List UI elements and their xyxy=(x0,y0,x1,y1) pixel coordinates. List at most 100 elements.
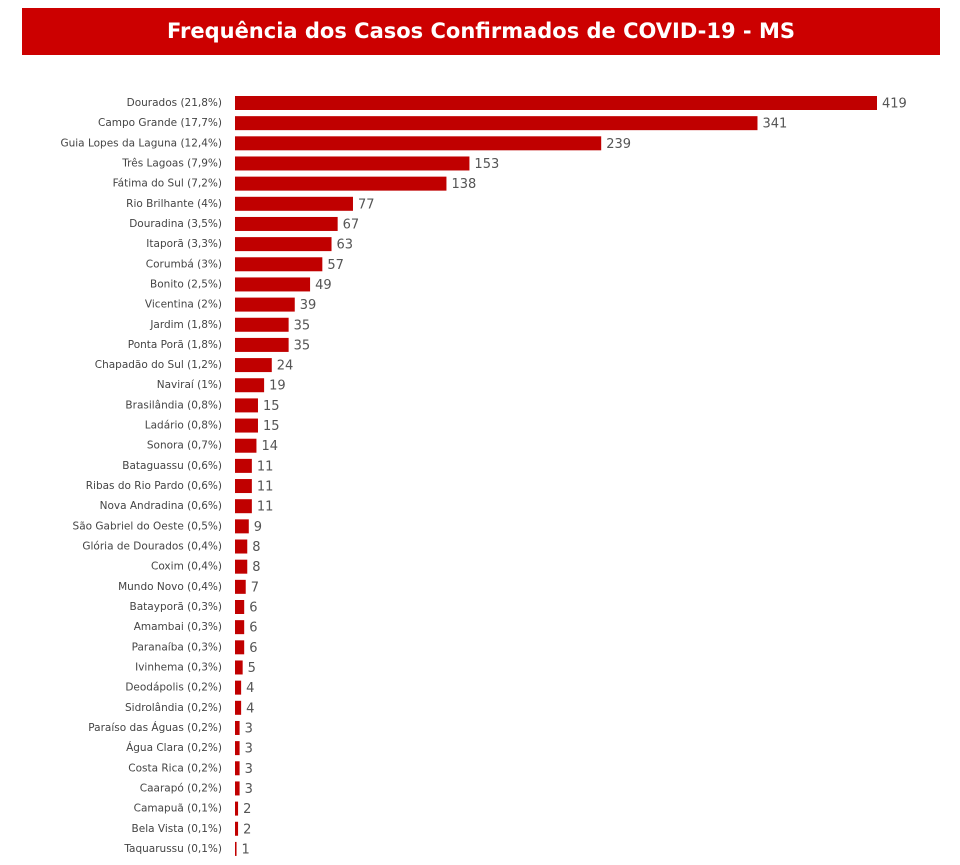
value-label: 9 xyxy=(254,520,262,535)
category-label: Chapadão do Sul (1,2%) xyxy=(95,359,222,371)
category-label: Brasilândia (0,8%) xyxy=(125,399,222,411)
value-label: 2 xyxy=(243,802,251,817)
value-label: 138 xyxy=(451,177,476,192)
value-label: 6 xyxy=(249,601,257,616)
category-label: Douradina (3,5%) xyxy=(129,218,222,230)
bar xyxy=(235,196,353,211)
category-label: Ladário (0,8%) xyxy=(145,420,222,432)
value-label: 6 xyxy=(249,621,257,636)
category-label: Nova Andradina (0,6%) xyxy=(100,500,222,512)
value-label: 15 xyxy=(263,419,280,434)
value-label: 39 xyxy=(300,298,317,313)
bar xyxy=(235,519,249,534)
bar xyxy=(235,700,242,715)
bar xyxy=(235,378,265,393)
value-label: 5 xyxy=(248,661,256,676)
category-label: Coxim (0,4%) xyxy=(151,561,222,573)
value-label: 57 xyxy=(327,258,344,273)
bar xyxy=(235,579,246,594)
category-label: Corumbá (3%) xyxy=(146,258,222,270)
category-label: Bataguassu (0,6%) xyxy=(122,460,222,472)
category-label: Itaporã (3,3%) xyxy=(146,238,222,250)
value-label: 4 xyxy=(246,681,254,696)
category-label: Ivinhema (0,3%) xyxy=(135,661,222,673)
value-label: 3 xyxy=(245,782,253,797)
value-label: 153 xyxy=(474,157,499,172)
bar xyxy=(235,136,602,151)
bar xyxy=(235,741,240,756)
category-label: Rio Brilhante (4%) xyxy=(126,198,222,210)
value-label: 419 xyxy=(882,97,907,112)
bar xyxy=(235,620,245,635)
bar xyxy=(235,156,470,171)
category-label: Água Clara (0,2%) xyxy=(126,741,222,754)
category-label: Caarapó (0,2%) xyxy=(140,782,222,794)
bar xyxy=(235,438,257,453)
value-label: 14 xyxy=(261,439,278,454)
value-label: 3 xyxy=(245,762,253,777)
category-label: Fátima do Sul (7,2%) xyxy=(113,178,222,190)
category-label: Campo Grande (17,7%) xyxy=(98,117,222,129)
category-label: Três Lagoas (7,9%) xyxy=(121,157,222,169)
bar xyxy=(235,317,289,332)
value-label: 15 xyxy=(263,399,280,414)
bar xyxy=(235,337,289,352)
bar xyxy=(235,841,237,856)
bar xyxy=(235,539,248,554)
category-label: Costa Rica (0,2%) xyxy=(128,762,222,774)
bar xyxy=(235,720,240,735)
bar xyxy=(235,640,245,655)
value-label: 11 xyxy=(257,480,274,495)
category-label: São Gabriel do Oeste (0,5%) xyxy=(73,520,222,532)
category-label: Mundo Novo (0,4%) xyxy=(118,581,222,593)
chart-title: Frequência dos Casos Confirmados de COVI… xyxy=(167,19,795,43)
category-label: Taquarussu (0,1%) xyxy=(123,843,222,855)
bar xyxy=(235,761,240,776)
value-label: 3 xyxy=(245,721,253,736)
category-label: Naviraí (1%) xyxy=(157,379,222,391)
bar xyxy=(235,398,258,413)
bar xyxy=(235,237,332,252)
title-banner xyxy=(22,8,940,55)
bar xyxy=(235,176,447,191)
bar xyxy=(235,821,239,836)
bar xyxy=(235,680,242,695)
category-label: Ribas do Rio Pardo (0,6%) xyxy=(86,480,222,492)
value-label: 341 xyxy=(762,117,787,132)
value-label: 6 xyxy=(249,641,257,656)
category-label: Ponta Porã (1,8%) xyxy=(128,339,222,351)
value-label: 7 xyxy=(251,580,259,595)
category-label: Paraíso das Águas (0,2%) xyxy=(88,721,222,734)
value-label: 1 xyxy=(242,842,250,857)
bar xyxy=(235,257,323,272)
bar xyxy=(235,559,248,574)
bar xyxy=(235,418,258,433)
bar xyxy=(235,96,877,110)
bar xyxy=(235,801,239,816)
category-label: Glória de Dourados (0,4%) xyxy=(82,541,222,553)
category-label: Deodápolis (0,2%) xyxy=(125,682,222,694)
value-label: 8 xyxy=(252,540,260,555)
category-label: Paranaíba (0,3%) xyxy=(132,641,222,653)
bar xyxy=(235,479,252,494)
bar xyxy=(235,600,245,614)
category-label: Batayporã (0,3%) xyxy=(130,601,222,613)
bar xyxy=(235,499,252,514)
value-label: 11 xyxy=(257,459,274,474)
bar xyxy=(235,297,295,312)
category-label: Dourados (21,8%) xyxy=(127,97,222,109)
bar xyxy=(235,116,758,131)
value-label: 3 xyxy=(245,742,253,757)
value-label: 49 xyxy=(315,278,332,293)
category-label: Bela Vista (0,1%) xyxy=(132,823,222,835)
value-label: 35 xyxy=(294,338,311,353)
bar xyxy=(235,458,252,473)
category-label: Sonora (0,7%) xyxy=(147,440,222,452)
category-label: Bonito (2,5%) xyxy=(150,278,222,290)
value-label: 2 xyxy=(243,822,251,837)
category-label: Vicentina (2%) xyxy=(145,299,222,311)
category-label: Guia Lopes da Laguna (12,4%) xyxy=(60,137,222,149)
category-label: Amambai (0,3%) xyxy=(134,621,222,633)
